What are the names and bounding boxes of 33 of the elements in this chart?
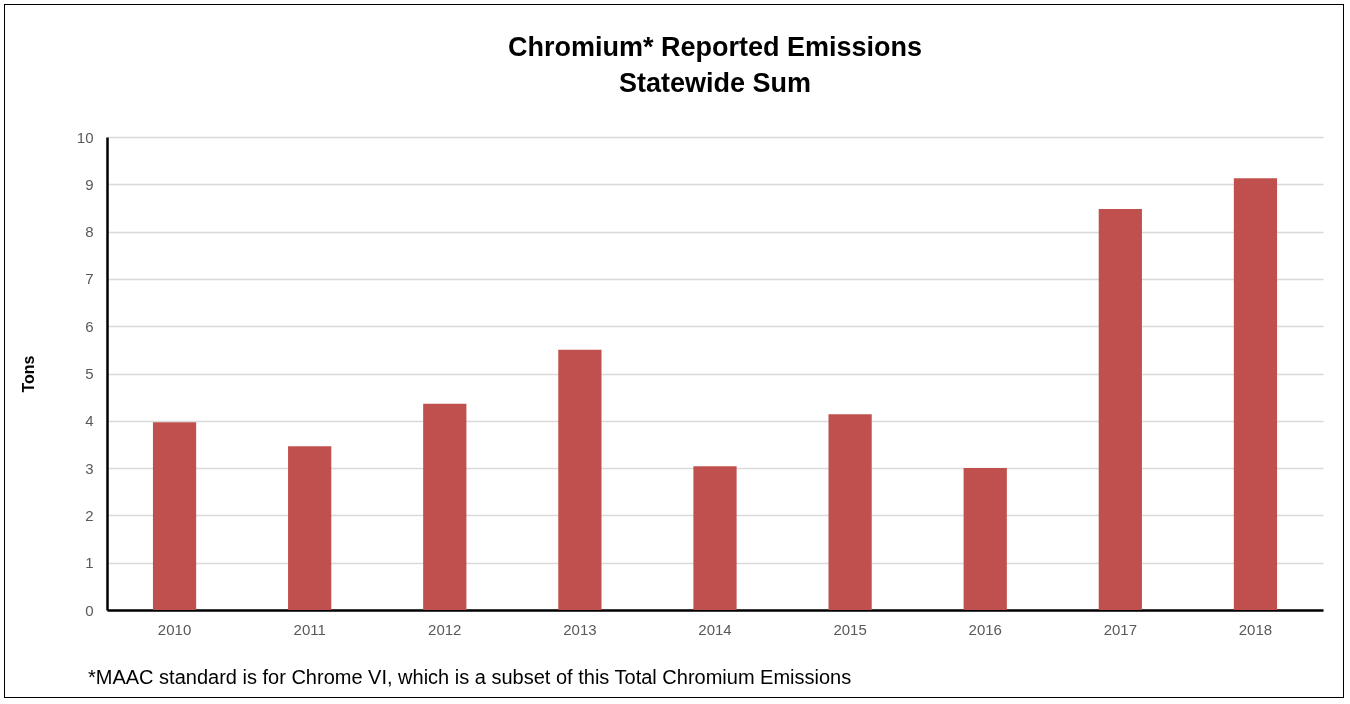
text: *MAAC standard is for Chrome VI, which is a subset of this Total Chromium Emissions (88, 666, 852, 689)
y-axis-title: Tons (19, 355, 37, 393)
bar (1233, 178, 1278, 610)
bar (693, 466, 737, 610)
y-tick-label: 6 (85, 317, 94, 335)
bar (828, 414, 872, 610)
y-tick-label: 4 (85, 412, 94, 430)
y-tick-label: 2 (85, 506, 94, 524)
y-tick-label: 10 (76, 128, 94, 146)
x-tick-label: 2017 (1103, 620, 1138, 638)
y-tick-label: 8 (85, 223, 94, 241)
text: Chromium* Reported Emissions (507, 32, 923, 62)
text: Statewide Sum (618, 68, 812, 98)
x-tick-label: 2013 (563, 620, 597, 638)
x-tick-label: 2012 (428, 620, 462, 638)
x-tick-label: 2011 (293, 620, 326, 638)
bar (288, 446, 332, 610)
bar (963, 468, 1007, 610)
x-tick-label: 2016 (968, 620, 1002, 638)
y-tick-label: 3 (85, 459, 94, 477)
y-tick-label: 5 (85, 365, 94, 382)
x-tick-label: 2015 (833, 620, 867, 638)
x-tick-label: 2010 (157, 620, 192, 638)
y-tick-label: 1 (85, 554, 94, 572)
bar (558, 349, 602, 610)
y-tick-label: 0 (85, 601, 94, 619)
bar (423, 403, 467, 610)
bar (152, 422, 197, 610)
y-tick-label: 7 (85, 270, 94, 288)
bar (1098, 208, 1142, 610)
y-tick-label: 9 (85, 175, 94, 193)
x-tick-label: 2014 (698, 620, 732, 638)
x-tick-label: 2018 (1238, 620, 1273, 638)
